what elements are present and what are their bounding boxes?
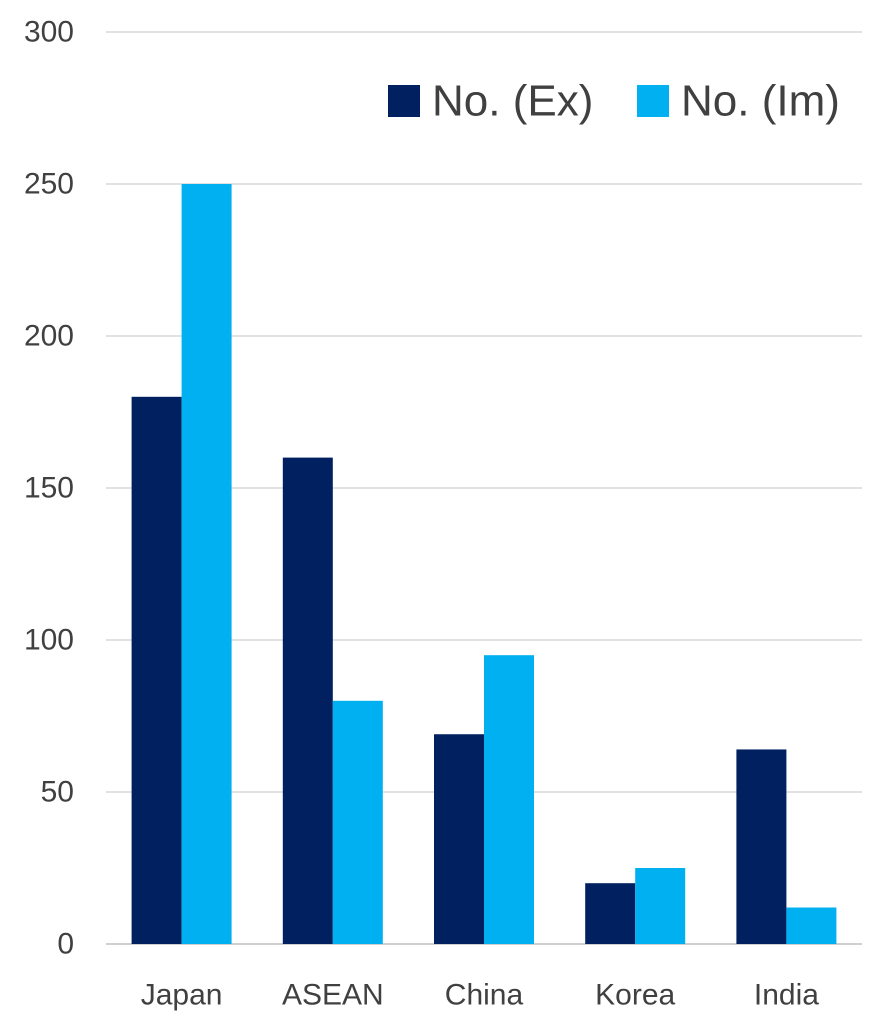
gridlines [106, 31, 862, 945]
bar-india-ex [736, 749, 787, 944]
y-tick-label: 250 [24, 168, 74, 201]
x-tick-label: India [754, 979, 819, 1012]
bar-japan-ex [131, 396, 182, 944]
bar-korea-ex [585, 883, 636, 944]
legend-label: No. (Im) [681, 77, 840, 126]
x-tick-label: Korea [595, 979, 675, 1012]
y-tick-label: 50 [41, 776, 74, 809]
y-axis-tick-labels: 0 50 100 150 200 250 300 [24, 16, 74, 961]
y-tick-label: 200 [24, 320, 74, 353]
y-tick-label: 100 [24, 624, 74, 657]
y-tick-label: 300 [24, 16, 74, 49]
bars [131, 184, 837, 944]
x-tick-label: China [445, 979, 524, 1012]
bar-china-ex [434, 734, 484, 944]
legend-swatch [388, 85, 420, 117]
bar-asean-im [332, 700, 383, 944]
bar-japan-im [181, 184, 232, 944]
y-tick-label: 150 [24, 472, 74, 505]
bar-asean-ex [282, 457, 333, 944]
legend-label: No. (Ex) [432, 77, 593, 126]
x-tick-label: Japan [141, 979, 223, 1012]
legend-swatch [637, 85, 669, 117]
x-axis-tick-labels: Japan ASEAN China Korea India [141, 979, 820, 1012]
x-tick-label: ASEAN [282, 979, 384, 1012]
bar-india-im [786, 907, 837, 944]
bar-china-im [484, 655, 534, 944]
bar-korea-im [635, 868, 686, 944]
legend: No. (Ex) No. (Im) [388, 77, 840, 126]
y-tick-label: 0 [57, 928, 74, 961]
